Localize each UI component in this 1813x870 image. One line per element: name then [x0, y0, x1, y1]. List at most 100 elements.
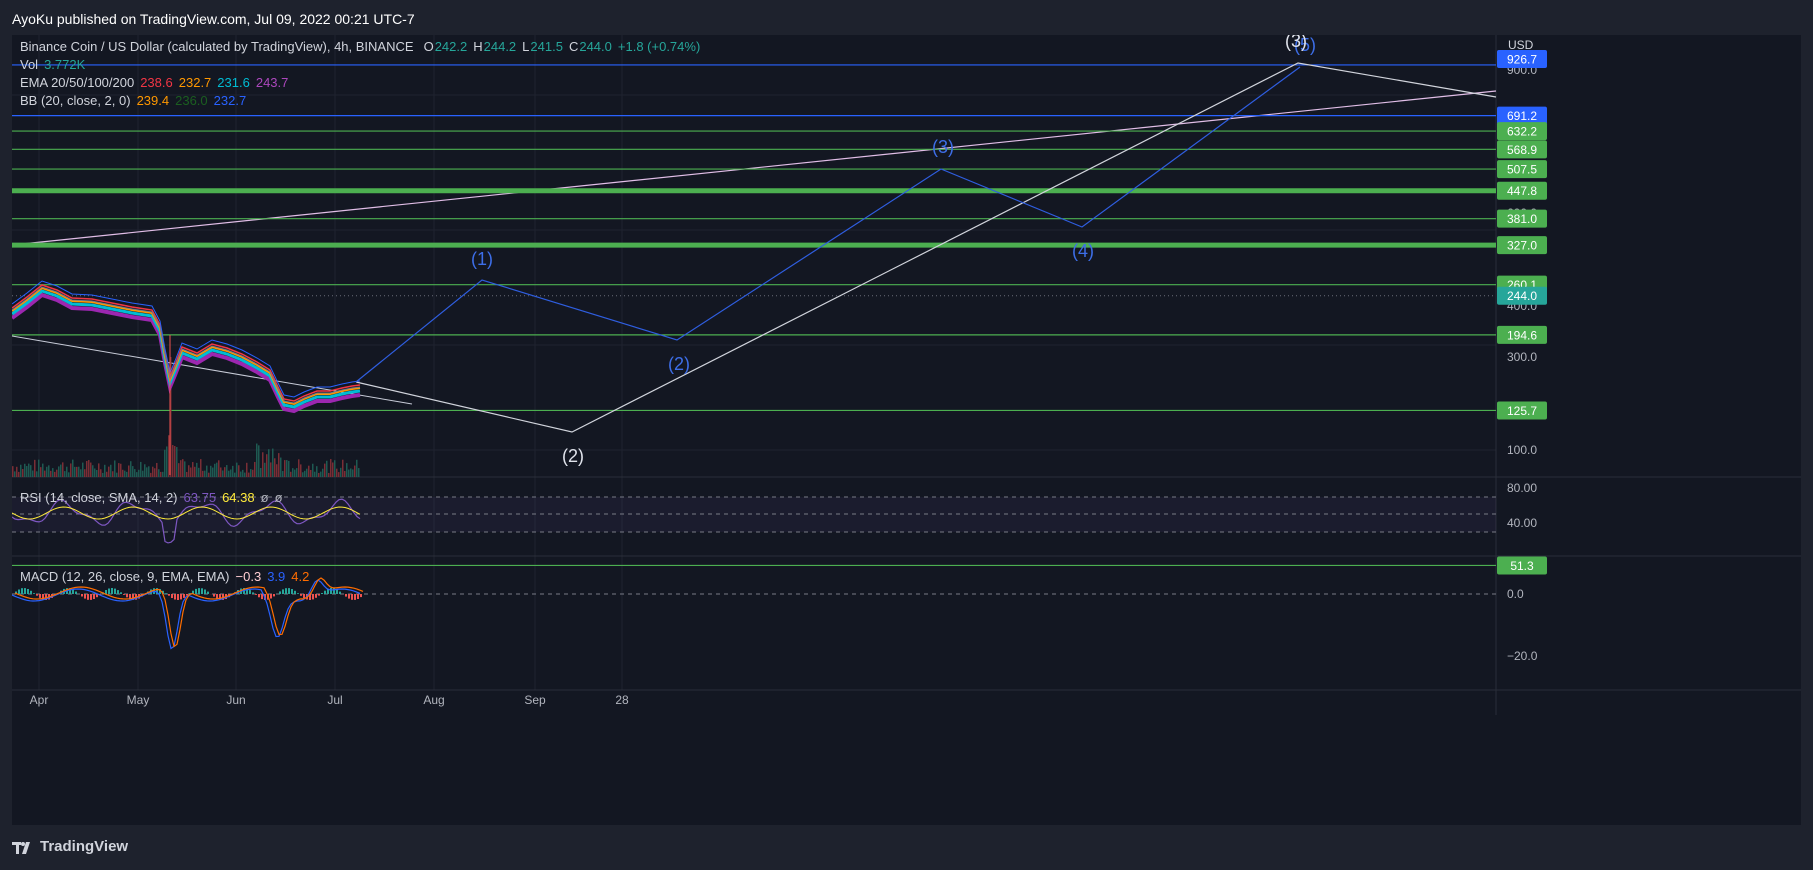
tradingview-logo-icon	[12, 841, 34, 854]
macd-signal-line	[14, 577, 364, 648]
volume-bar	[102, 472, 104, 477]
legend-vol-value: 3.772K	[44, 57, 86, 72]
volume-bar	[54, 471, 56, 477]
volume-bar	[274, 458, 276, 477]
volume-bar	[260, 468, 262, 477]
volume-bar	[204, 470, 206, 477]
legend-close-label: C	[568, 39, 579, 54]
macd-histogram-bar	[246, 588, 248, 594]
volume-bar	[70, 463, 72, 477]
volume-bar	[86, 460, 88, 477]
legend-macd-line: 3.9	[267, 569, 286, 584]
macd-line	[12, 579, 361, 650]
macd-histogram-bar	[111, 588, 113, 594]
volume-bar	[160, 471, 162, 477]
volume-bar	[40, 467, 42, 477]
macd-histogram-bar	[207, 591, 209, 594]
ema-20-line	[12, 284, 361, 402]
macd-histogram-bar	[45, 594, 47, 600]
volume-bar	[162, 471, 164, 477]
volume-bar	[314, 471, 316, 477]
volume-bar	[62, 462, 64, 477]
volume-bar	[230, 469, 232, 477]
volume-bar	[306, 468, 308, 477]
volume-bar	[290, 471, 292, 477]
legend-change: +1.8 (+0.74%)	[617, 39, 701, 54]
time-axis-tick: Apr	[30, 693, 49, 707]
macd-histogram-bar	[303, 594, 305, 598]
volume-bar	[92, 465, 94, 477]
volume-bar	[294, 469, 296, 477]
legend-rsi-label: RSI (14, close, SMA, 14, 2)	[20, 490, 178, 505]
macd-histogram-bar	[24, 588, 26, 594]
price-tag-194.6	[1497, 325, 1547, 344]
macd-histogram-bar	[168, 594, 170, 596]
legend-macd-label: MACD (12, 26, close, 9, EMA, EMA)	[20, 569, 230, 584]
volume-bar	[348, 469, 350, 477]
time-axis-tick: Jun	[226, 693, 245, 707]
price-tag-125.7	[1497, 401, 1547, 420]
price-chart[interactable]: (1)(2)(3)(4)(5)(2)(3)USD900.0800.0600.04…	[12, 35, 1801, 825]
volume-bar	[284, 460, 286, 477]
volume-bar	[296, 468, 298, 477]
volume-bar	[76, 466, 78, 477]
legend-macd: MACD (12, 26, close, 9, EMA, EMA) −0.3 3.9…	[20, 569, 315, 584]
volume-bar	[98, 463, 100, 477]
macd-histogram-bar	[165, 593, 167, 594]
rsi-ma-line	[12, 506, 361, 520]
volume-bar	[34, 459, 36, 477]
macd-histogram-bar	[69, 588, 71, 594]
volume-bar	[214, 463, 216, 477]
volume-bar	[38, 459, 40, 477]
volume-bar	[134, 469, 136, 477]
volume-bar	[216, 462, 218, 477]
volume-bar	[300, 464, 302, 477]
volume-bar	[190, 467, 192, 477]
volume-bar	[150, 472, 152, 477]
macd-histogram-bar	[93, 594, 95, 599]
volume-bar	[252, 469, 254, 477]
legend-ema-200: 243.7	[255, 75, 289, 90]
volume-bar	[20, 464, 22, 477]
rsi-band-fill	[12, 497, 1496, 532]
volume-bar	[358, 468, 360, 477]
bb-lower-line	[12, 280, 361, 398]
legend-close: 244.0	[579, 39, 612, 54]
macd-histogram-bar	[219, 594, 221, 600]
macd-histogram-bar	[330, 588, 332, 594]
price-tag-label: 125.7	[1507, 404, 1537, 418]
macd-histogram-bar	[321, 593, 323, 594]
volume-bar	[242, 469, 244, 477]
volume-bar	[354, 465, 356, 477]
volume-bar	[170, 357, 172, 477]
macd-histogram-bar	[282, 589, 284, 594]
macd-histogram-bar	[357, 594, 359, 599]
macd-histogram-bar	[177, 594, 179, 600]
price-tag-label: 51.3	[1510, 559, 1534, 573]
time-axis-tick: Jul	[327, 693, 342, 707]
macd-histogram-bar	[333, 588, 335, 594]
footer[interactable]: TradingView	[12, 838, 128, 855]
macd-histogram-bar	[204, 589, 206, 594]
volume-bar	[258, 445, 260, 477]
volume-bar	[84, 469, 86, 477]
volume-bar	[136, 472, 138, 477]
chart-panel[interactable]: (1)(2)(3)(4)(5)(2)(3)USD900.0800.0600.04…	[12, 35, 1801, 825]
ema-200-line	[12, 292, 361, 414]
volume-bar	[106, 471, 108, 477]
volume-bar	[346, 463, 348, 477]
macd-histogram-bar	[81, 594, 83, 597]
volume-bar	[340, 467, 342, 477]
volume-bar	[138, 469, 140, 477]
volume-bar	[320, 471, 322, 477]
volume-bar	[210, 465, 212, 477]
volume-bar	[338, 472, 340, 477]
macd-histogram-bar	[315, 594, 317, 598]
volume-bar	[112, 471, 114, 477]
volume-bar	[50, 470, 52, 477]
volume-bar	[56, 469, 58, 477]
volume-bar	[48, 465, 50, 477]
rsi-line	[12, 498, 361, 544]
price-tag-label: 507.5	[1507, 163, 1537, 177]
price-tag-926.7	[1497, 50, 1547, 68]
